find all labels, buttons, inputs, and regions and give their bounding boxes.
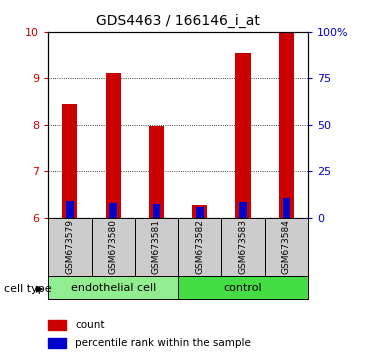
Text: GSM673584: GSM673584 [282,219,291,274]
Bar [279,32,294,218]
Text: endothelial cell: endothelial cell [70,282,156,293]
Bar [106,73,121,218]
Bar [239,202,247,218]
Text: GSM673581: GSM673581 [152,219,161,274]
Text: GSM673579: GSM673579 [65,219,74,274]
Bar [62,104,78,218]
Bar [109,203,117,218]
Text: cell type: cell type [4,284,51,294]
Bar [92,218,135,276]
Text: control: control [224,282,262,293]
Bar [135,218,178,276]
Bar [265,218,308,276]
Bar [48,276,178,299]
Text: count: count [75,320,105,330]
Title: GDS4463 / 166146_i_at: GDS4463 / 166146_i_at [96,14,260,28]
Bar [48,338,66,348]
Bar [236,53,250,218]
Text: GSM673580: GSM673580 [109,219,118,274]
Bar [48,218,92,276]
Bar [48,320,66,330]
Text: percentile rank within the sample: percentile rank within the sample [75,338,251,348]
Bar [282,198,290,218]
Bar [221,218,265,276]
Bar [66,201,74,218]
Bar [196,207,204,218]
Text: GSM673583: GSM673583 [239,219,247,274]
Bar [178,276,308,299]
Bar [152,204,160,218]
Bar [178,218,221,276]
Bar [149,126,164,218]
Bar [192,205,207,218]
Text: GSM673582: GSM673582 [195,219,204,274]
